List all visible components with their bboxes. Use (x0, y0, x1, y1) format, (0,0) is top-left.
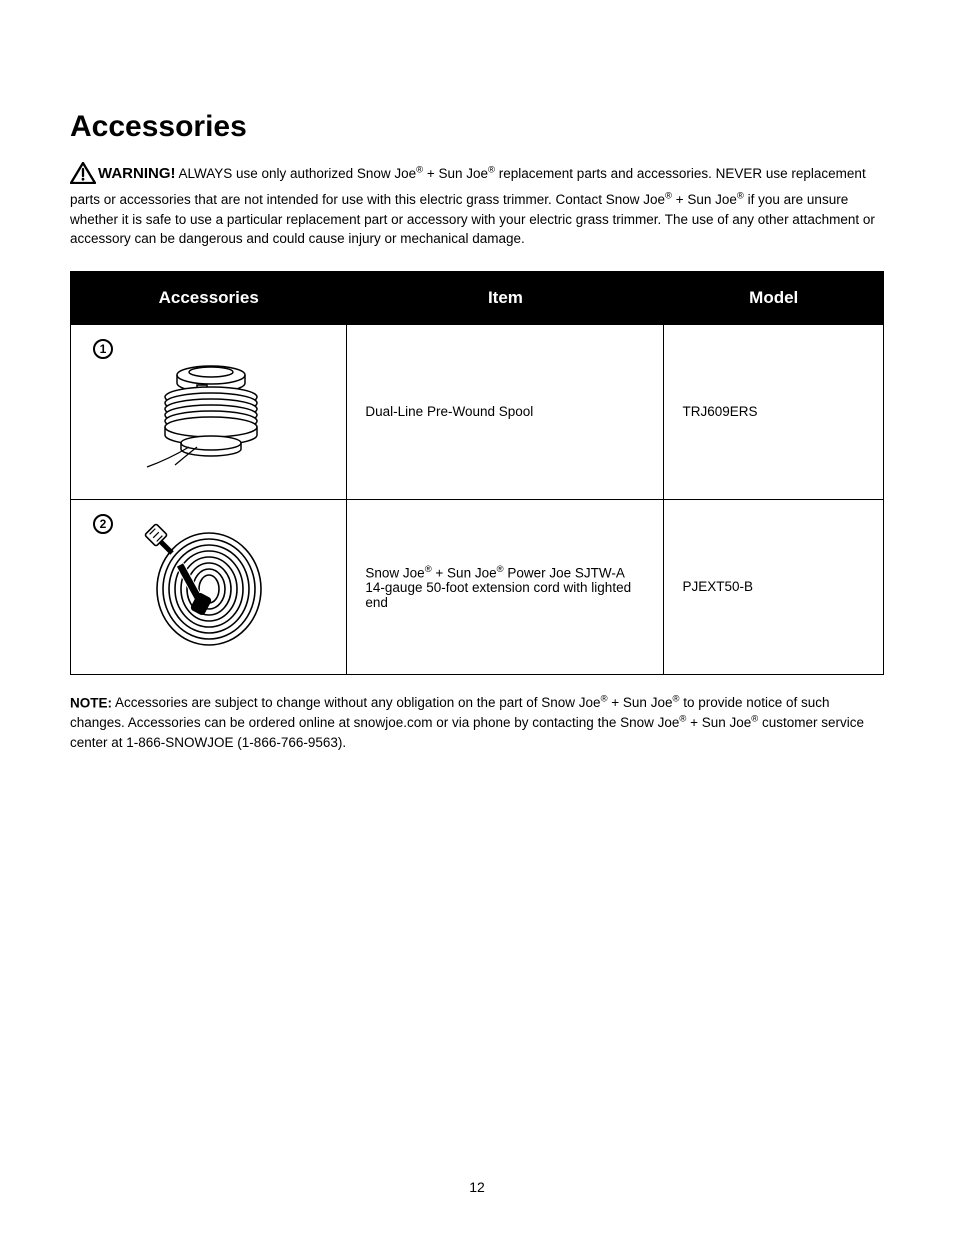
table-row: 2 (71, 499, 884, 674)
row-number-badge: 1 (93, 339, 113, 359)
cell-model-1: TRJ609ERS (664, 324, 884, 499)
accessories-table: Accessories Item Model 1 (70, 271, 884, 675)
cell-illustration-2: 2 (71, 499, 347, 674)
note-text: Accessories are subject to change withou… (70, 695, 864, 750)
cell-item-2: Snow Joe® + Sun Joe® Power Joe SJTW-A 14… (347, 499, 664, 674)
spool-icon (83, 337, 334, 487)
page-heading: Accessories (70, 110, 884, 144)
warning-paragraph: WARNING! ALWAYS use only authorized Snow… (70, 162, 884, 249)
cell-item-1: Dual-Line Pre-Wound Spool (347, 324, 664, 499)
row-number-badge: 2 (93, 514, 113, 534)
warning-label: WARNING! (98, 165, 176, 182)
cell-model-2: PJEXT50-B (664, 499, 884, 674)
warning-text: ALWAYS use only authorized Snow Joe® + S… (70, 166, 875, 246)
th-item: Item (347, 271, 664, 324)
table-header-row: Accessories Item Model (71, 271, 884, 324)
cord-icon (83, 512, 334, 662)
th-model: Model (664, 271, 884, 324)
note-label: NOTE: (70, 695, 112, 710)
page-number: 12 (0, 1179, 954, 1195)
warning-triangle-icon (70, 162, 96, 190)
th-accessories: Accessories (71, 271, 347, 324)
table-row: 1 (71, 324, 884, 499)
note-paragraph: NOTE: Accessories are subject to change … (70, 693, 884, 753)
cell-illustration-1: 1 (71, 324, 347, 499)
